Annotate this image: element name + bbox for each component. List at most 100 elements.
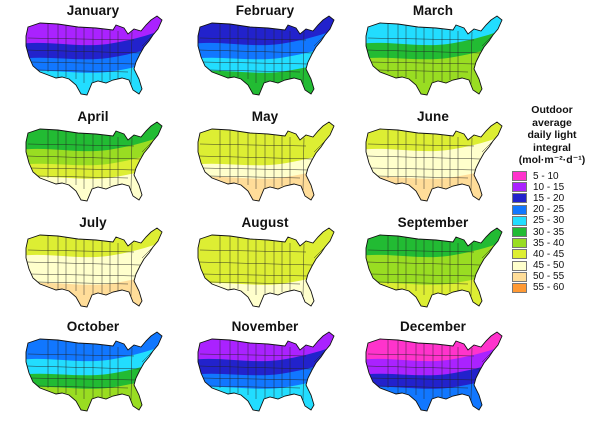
state-boundary [199, 249, 307, 253]
map-panel-october: October [18, 319, 168, 422]
legend-swatch [512, 204, 527, 215]
us-outline [25, 227, 163, 308]
legend-item: 5 - 10 [506, 171, 598, 182]
us-map-august [197, 227, 335, 308]
state-boundary [209, 175, 301, 179]
us-map-june [365, 121, 503, 202]
state-boundary [201, 377, 309, 381]
state-boundary [201, 61, 309, 65]
month-title-september: September [397, 215, 469, 230]
state-boundary [470, 31, 473, 85]
legend-swatch [512, 271, 527, 282]
state-boundary [209, 385, 301, 389]
state-boundary [29, 377, 137, 381]
us-outline [25, 121, 163, 202]
map-panel-july: July [18, 215, 168, 318]
state-boundary [366, 155, 481, 160]
us-outline [197, 15, 335, 96]
state-boundary [369, 377, 477, 381]
us-map-september [365, 227, 503, 308]
state-boundary [27, 143, 135, 147]
legend-label: 15 - 20 [533, 192, 565, 204]
state-boundary [366, 49, 481, 54]
legend-swatch [512, 249, 527, 260]
state-boundary [377, 69, 469, 73]
us-outline [365, 121, 503, 202]
legend-swatch [512, 182, 527, 193]
state-boundary [27, 249, 135, 253]
legend-label: 35 - 40 [533, 237, 565, 249]
map-panel-december: December [358, 319, 508, 422]
us-outline [25, 15, 163, 96]
state-boundary [470, 137, 473, 191]
legend-item: 55 - 60 [506, 282, 598, 293]
legend-swatch [512, 193, 527, 204]
month-title-june: June [417, 109, 449, 124]
state-boundary [199, 143, 307, 147]
state-boundary [377, 385, 469, 389]
us-map-march [365, 15, 503, 96]
state-boundary [29, 273, 137, 277]
state-boundary [367, 143, 475, 147]
state-boundary [198, 155, 313, 160]
legend-item: 45 - 50 [506, 260, 598, 271]
state-boundary [377, 175, 469, 179]
state-boundary [199, 353, 307, 357]
state-boundary [369, 273, 477, 277]
legend-swatch [512, 215, 527, 226]
legend-swatch [512, 171, 527, 182]
state-boundary [367, 353, 475, 357]
us-map-april [25, 121, 163, 202]
legend-item: 20 - 25 [506, 204, 598, 215]
month-title-march: March [412, 3, 454, 18]
legend-swatch [512, 282, 527, 293]
us-map-january [25, 15, 163, 96]
month-title-february: February [235, 3, 295, 18]
state-boundary [26, 365, 141, 370]
state-boundary [201, 273, 309, 277]
state-boundary [369, 61, 477, 65]
state-boundary [37, 385, 129, 389]
state-boundary [130, 137, 133, 191]
legend-label: 50 - 55 [533, 271, 565, 283]
month-title-april: April [77, 109, 109, 124]
map-panel-april: April [18, 109, 168, 212]
map-panel-february: February [190, 3, 340, 106]
legend-swatch [512, 260, 527, 271]
state-boundary [198, 261, 313, 266]
legend-label: 25 - 30 [533, 215, 565, 227]
state-boundary [302, 243, 305, 297]
map-panel-september: September [358, 215, 508, 318]
month-title-november: November [231, 319, 299, 334]
legend-item: 40 - 45 [506, 249, 598, 260]
state-boundary [26, 261, 141, 266]
map-panel-march: March [358, 3, 508, 106]
legend-label: 5 - 10 [533, 170, 559, 182]
state-boundary [37, 175, 129, 179]
state-boundary [29, 167, 137, 171]
month-title-december: December [399, 319, 467, 334]
state-boundary [26, 155, 141, 160]
us-outline [365, 331, 503, 412]
state-boundary [198, 49, 313, 54]
state-boundary [26, 49, 141, 54]
state-boundary [377, 281, 469, 285]
legend-label: 10 - 15 [533, 181, 565, 193]
state-boundary [302, 137, 305, 191]
state-boundary [366, 365, 481, 370]
legend-item: 15 - 20 [506, 193, 598, 204]
legend: Outdoor average daily light integral (mo… [506, 104, 598, 294]
us-outline [25, 331, 163, 412]
legend-label: 30 - 35 [533, 226, 565, 238]
map-panel-november: November [190, 319, 340, 422]
legend-swatch [512, 227, 527, 238]
us-map-may [197, 121, 335, 202]
us-outline [197, 227, 335, 308]
state-boundary [199, 37, 307, 41]
us-outline [365, 15, 503, 96]
state-boundary [302, 31, 305, 85]
state-boundary [37, 281, 129, 285]
legend-items: 5 - 10 10 - 15 15 - 20 20 - 25 25 - 30 30 - 3… [506, 171, 598, 294]
legend-item: 50 - 55 [506, 271, 598, 282]
state-boundary [209, 281, 301, 285]
